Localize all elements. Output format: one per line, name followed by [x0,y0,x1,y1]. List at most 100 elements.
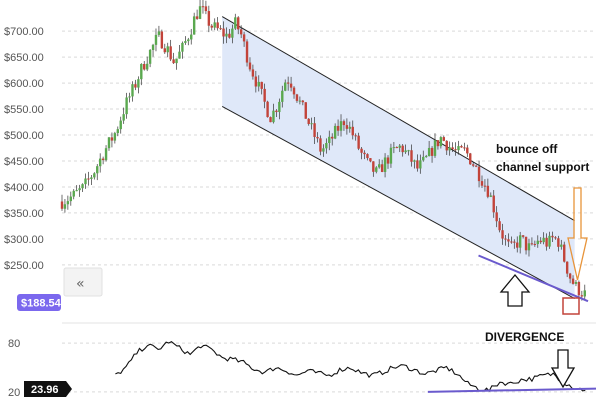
candle [551,231,554,242]
rsi-line [115,340,586,392]
candle [366,153,369,161]
candle [533,240,537,247]
rsi-value-badge: 23.96 [24,381,72,397]
candle [516,236,519,253]
candle [351,120,354,140]
candle [331,133,334,146]
candle [248,57,252,72]
candle [134,79,137,91]
candle [489,192,493,198]
support-trendline [478,254,589,303]
last-price-value: $188.54 [21,298,62,310]
candle [190,28,193,45]
rsi-tick-label: 20 [8,387,20,399]
candle [269,116,272,123]
candle [181,41,184,59]
candle [210,24,213,31]
candle [292,86,296,99]
candle [63,198,67,213]
last-price-badge: $188.54 [17,294,62,311]
candle [122,107,125,124]
candle [87,171,90,186]
candle [154,28,158,52]
candle [160,29,164,49]
candle [354,133,357,141]
candle [145,56,149,72]
candle [571,275,575,285]
candle [375,166,378,174]
candle [524,236,528,255]
candle [442,135,446,142]
rsi-grid [62,342,596,393]
candle [93,172,96,180]
candle [143,61,146,71]
candle [518,231,522,254]
candle [460,144,463,148]
price-tick-label: $300.00 [4,234,44,246]
candle [360,147,363,160]
candle [128,92,131,103]
candle [328,130,331,151]
candle [369,158,372,163]
candle [521,235,525,239]
candle [345,118,349,135]
candle [574,279,578,287]
candle [448,141,451,156]
candle [219,25,222,31]
annotation-bounce-line2: channel support [496,160,589,174]
candle [404,144,407,154]
candle [298,96,302,105]
candle [539,237,542,244]
outline-down-arrow-icon [567,187,588,281]
candle [377,159,381,169]
candle [483,179,487,192]
outline-up-arrow-icon [499,273,531,307]
candle [480,175,484,188]
channel-lower-line [221,106,575,300]
candle [148,48,152,68]
candle [439,136,443,149]
candle [151,43,155,57]
candle [319,135,322,156]
candle [507,233,510,248]
candle [557,235,560,252]
candle [325,138,328,154]
candle [96,164,99,181]
candle [204,0,208,15]
candle [140,63,143,86]
candle [316,132,319,143]
candle [263,83,266,109]
outline-down-arrow-icon [550,349,576,389]
candle [113,131,117,144]
annotation-bounce-line1: bounce off [496,142,558,156]
collapse-button[interactable]: « [63,267,103,297]
price-tick-label: $650.00 [4,52,44,64]
candle [175,58,178,70]
candle [336,119,340,136]
candle [436,139,440,150]
candle [66,195,70,210]
candle [225,27,228,44]
price-tick-label: $500.00 [4,130,44,142]
candle [348,121,352,133]
candle [187,37,190,46]
double-chevron-left-icon[interactable]: « [76,276,85,292]
candle [466,144,469,158]
candle [560,239,563,250]
channel-fill [222,16,575,299]
bounce-marker-box [562,297,580,315]
candle [216,17,219,31]
candle [169,39,172,62]
candle [98,153,102,173]
candle [81,183,84,192]
candle [237,16,240,35]
candle [234,13,237,30]
candle [207,5,211,33]
candle [457,140,460,155]
candle [513,239,516,249]
candle [454,142,457,156]
price-axis: $700.00 $650.00 $600.00 $550.00 $500.00 $450.… [4,26,44,272]
candle [451,142,454,153]
candle [563,241,566,263]
candle [363,150,366,160]
